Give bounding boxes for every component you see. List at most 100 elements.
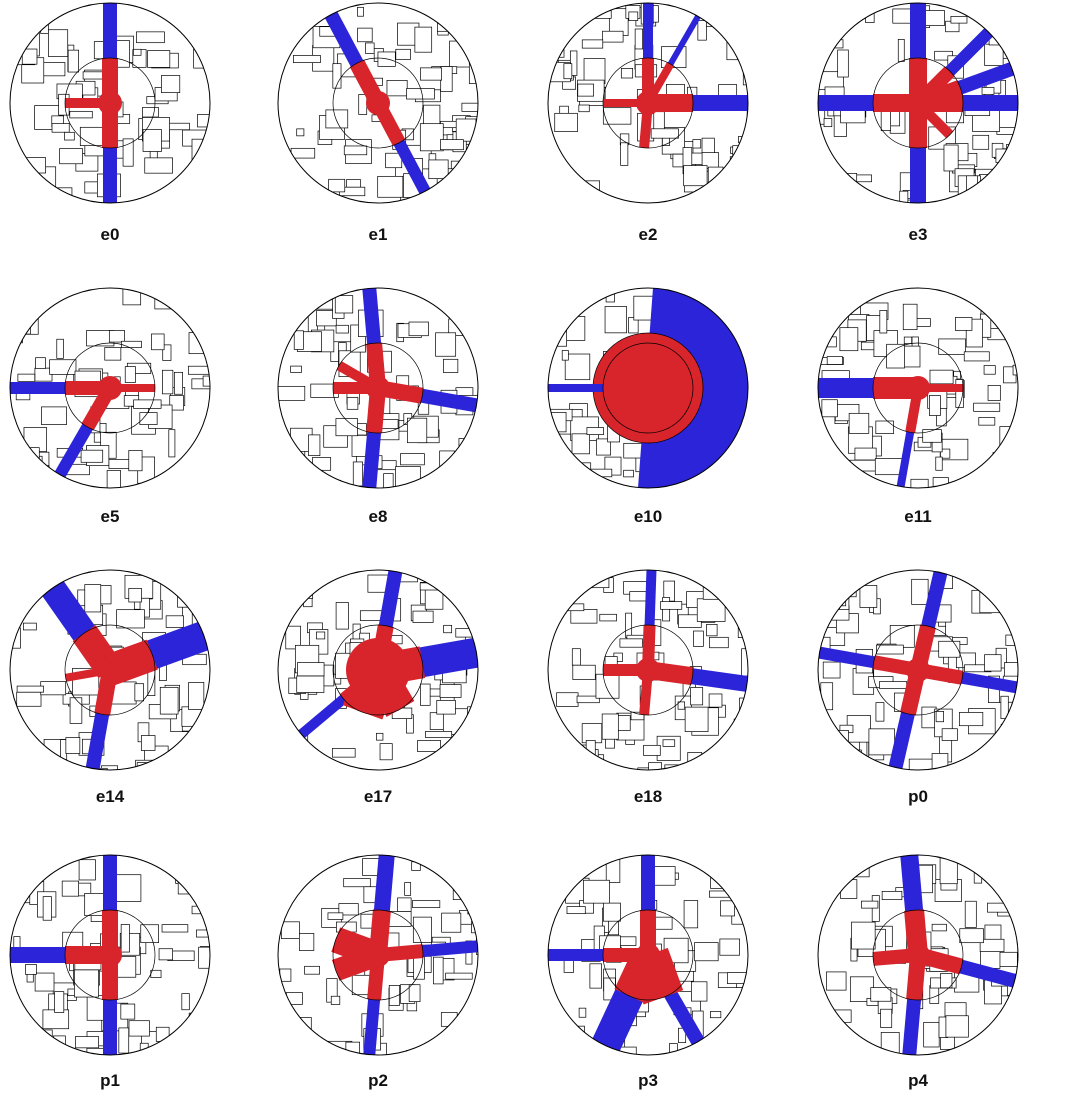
building [984, 1033, 1012, 1055]
building [999, 51, 1018, 59]
building [176, 464, 197, 488]
building [879, 681, 908, 689]
building [72, 767, 95, 770]
building [899, 190, 909, 203]
building [40, 187, 65, 203]
building [457, 450, 474, 461]
panel-label: e18 [634, 787, 662, 806]
building [938, 640, 961, 658]
building [473, 429, 478, 439]
building [826, 971, 847, 991]
building [40, 681, 67, 696]
map-content [818, 3, 1018, 203]
building [958, 712, 984, 727]
building [583, 879, 610, 904]
panel-label: e1 [369, 225, 388, 244]
map-panel: p1 [9, 854, 211, 1090]
building [330, 482, 349, 488]
building [602, 30, 624, 43]
building [118, 1027, 130, 1054]
building [79, 126, 107, 146]
building [821, 1029, 844, 1044]
building [1000, 723, 1009, 732]
isovist-center [636, 943, 660, 967]
building [880, 1032, 900, 1055]
outer-ring [9, 854, 211, 1056]
building [202, 375, 210, 387]
inner-ring [872, 57, 964, 149]
building [128, 450, 143, 472]
building [963, 351, 990, 362]
building [42, 896, 52, 921]
building [469, 479, 478, 488]
building [448, 182, 458, 196]
building [327, 912, 344, 920]
building [697, 20, 707, 41]
building [64, 131, 75, 141]
building [950, 16, 968, 24]
building [406, 88, 435, 100]
building [37, 187, 54, 203]
building [316, 631, 326, 640]
building [450, 160, 476, 177]
building [735, 14, 748, 34]
building [178, 200, 202, 203]
building [133, 399, 162, 409]
map-content [278, 3, 478, 203]
building [437, 4, 453, 32]
building [881, 766, 898, 770]
building [739, 697, 748, 726]
building [987, 385, 1001, 401]
map-content [548, 288, 748, 488]
building [710, 877, 737, 889]
building [561, 350, 569, 361]
building [11, 725, 21, 744]
building [205, 881, 210, 893]
building [630, 711, 645, 721]
panel-label: p3 [638, 1071, 658, 1090]
building [822, 661, 841, 679]
building [741, 648, 748, 677]
building [16, 738, 28, 764]
map-panel: e5 [9, 287, 211, 526]
inner-ring [602, 57, 694, 149]
map-panel: e1 [277, 2, 479, 244]
building [747, 991, 748, 999]
map-panel: p2 [277, 854, 479, 1090]
building [684, 706, 709, 732]
building [860, 1053, 876, 1055]
building [992, 452, 1013, 481]
panel-label: e0 [101, 225, 120, 244]
building [331, 748, 356, 758]
building [16, 685, 44, 693]
building [287, 858, 296, 879]
building [346, 397, 359, 410]
building [144, 157, 173, 174]
building [10, 185, 20, 203]
building [104, 347, 122, 361]
building [187, 365, 210, 375]
building [821, 370, 850, 379]
isovist-center [906, 943, 930, 967]
building [294, 573, 305, 596]
outer-ring [277, 287, 479, 489]
map-content [818, 293, 1018, 488]
building [10, 3, 27, 18]
building [1005, 714, 1018, 736]
panel-label: e3 [909, 225, 928, 244]
building [332, 63, 342, 89]
building [51, 123, 70, 133]
building [705, 4, 731, 27]
building [941, 728, 958, 741]
building [549, 464, 566, 482]
building [875, 702, 885, 722]
isovist-center [98, 91, 122, 115]
building [443, 624, 453, 634]
outer-ring [277, 2, 479, 204]
building [358, 94, 368, 115]
building [837, 7, 849, 26]
building [650, 128, 679, 139]
building [702, 582, 721, 600]
building [377, 51, 396, 67]
